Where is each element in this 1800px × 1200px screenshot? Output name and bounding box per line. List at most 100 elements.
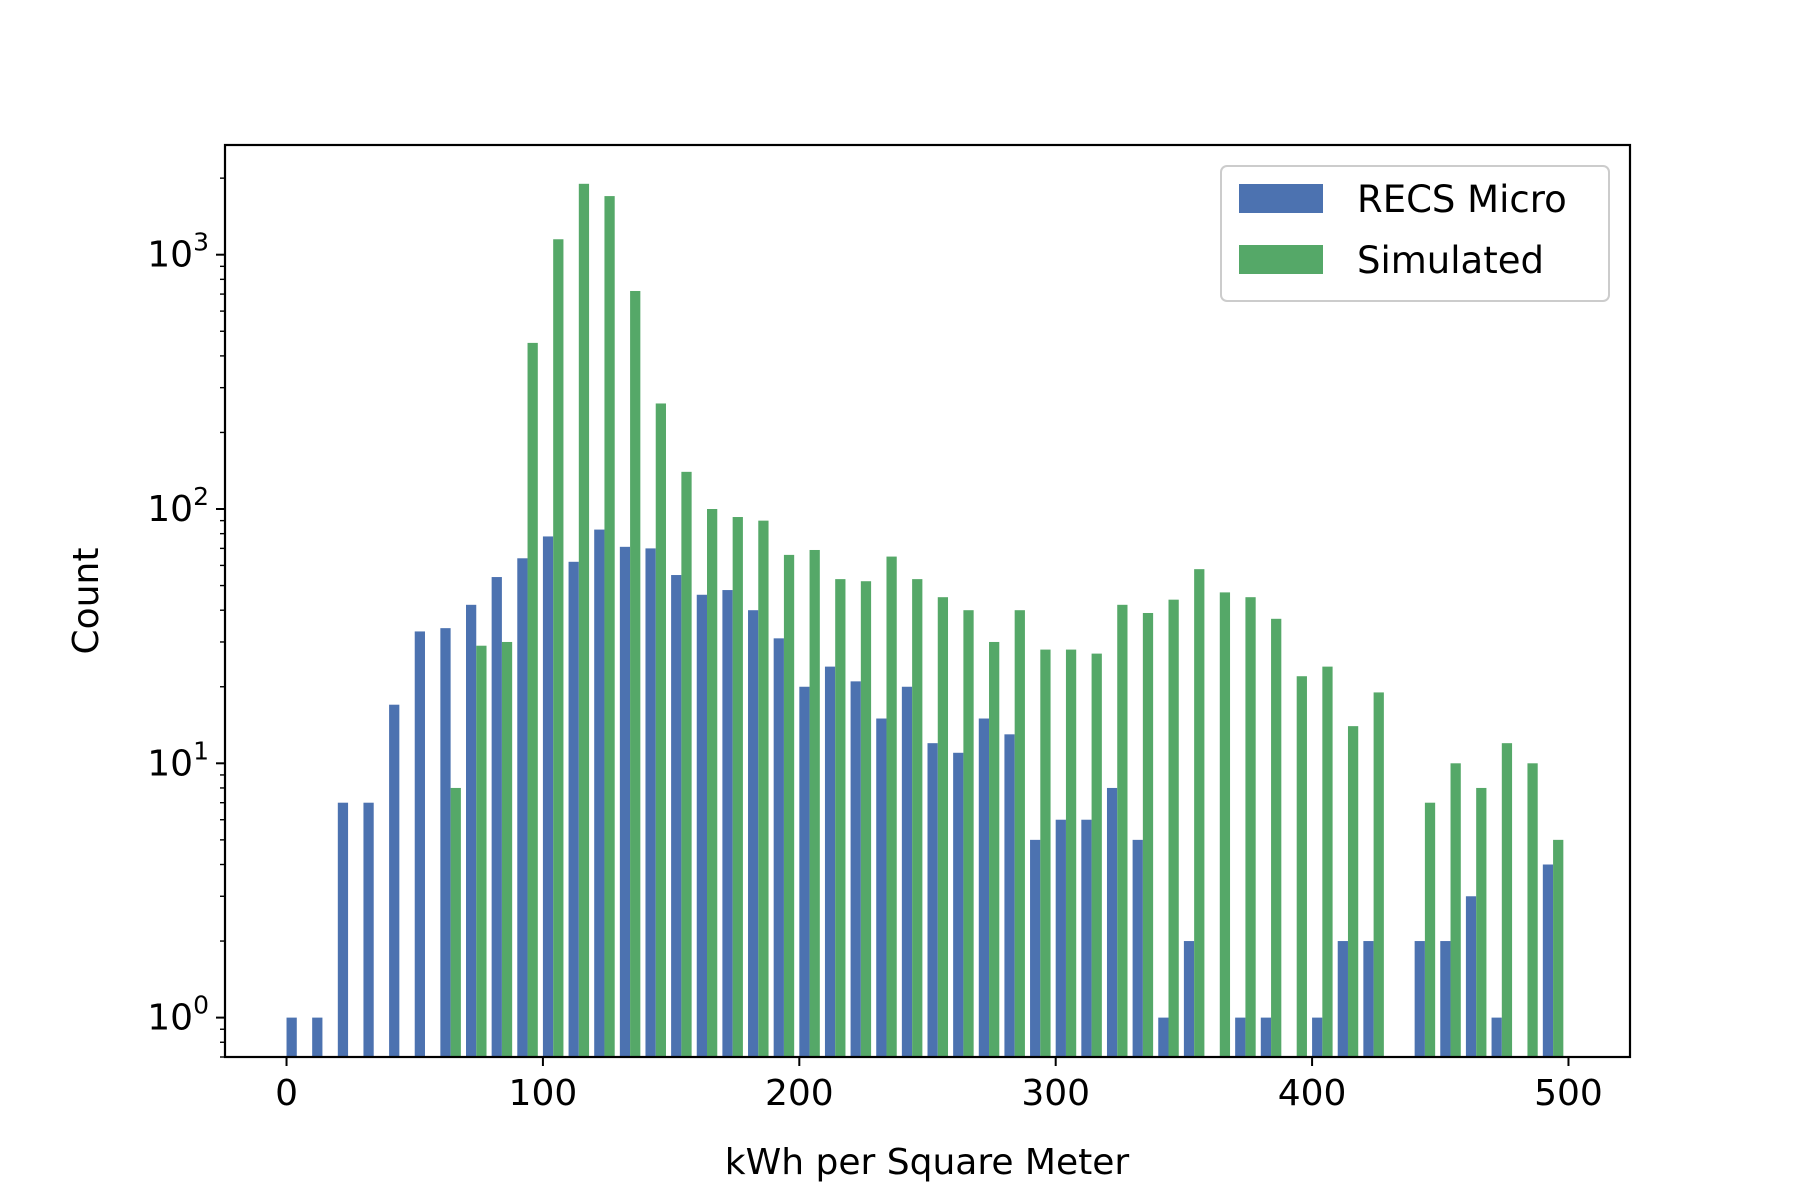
bar-recs-micro-350	[1183, 941, 1195, 1057]
bar-recs-micro-130	[619, 546, 631, 1057]
bar-simulated-80	[501, 641, 513, 1057]
y-tick-label-0: 100	[147, 991, 209, 1039]
bar-simulated-460	[1476, 787, 1487, 1057]
bar-recs-micro-380	[1260, 1017, 1272, 1057]
x-tick-label-500: 500	[1534, 1073, 1603, 1114]
bar-simulated-270	[989, 641, 1000, 1057]
bar-simulated-220	[860, 581, 872, 1057]
bar-simulated-380	[1271, 618, 1282, 1057]
bar-simulated-130	[630, 290, 641, 1058]
bar-simulated-70	[476, 645, 487, 1057]
bar-recs-micro-100	[542, 536, 554, 1057]
bar-recs-micro-330	[1132, 839, 1143, 1057]
bar-recs-micro-340	[1158, 1017, 1169, 1057]
bar-recs-micro-400	[1312, 1017, 1323, 1057]
legend: RECS Micro Simulated	[1220, 165, 1610, 302]
bar-simulated-480	[1527, 763, 1538, 1057]
bar-recs-micro-460	[1465, 896, 1477, 1057]
x-axis: 0 100 200 300 400 500	[275, 1057, 1603, 1114]
bar-recs-micro-40	[389, 704, 400, 1057]
bar-simulated-320	[1117, 604, 1128, 1057]
bar-recs-micro-190	[773, 638, 784, 1057]
bar-simulated-200	[809, 549, 820, 1057]
bar-recs-micro-90	[517, 558, 528, 1057]
bar-recs-micro-490	[1542, 864, 1554, 1057]
bar-simulated-170	[732, 517, 743, 1057]
bar-recs-micro-310	[1081, 819, 1092, 1057]
bar-recs-micro-370	[1235, 1017, 1246, 1057]
bar-recs-micro-170	[722, 590, 733, 1057]
bar-recs-micro-60	[440, 628, 451, 1057]
bar-simulated-390	[1296, 676, 1307, 1057]
bar-recs-micro-50	[414, 631, 425, 1057]
x-tick-label-200: 200	[765, 1073, 834, 1114]
bar-simulated-120	[604, 196, 615, 1058]
legend-label-recs-micro: RECS Micro	[1357, 178, 1567, 221]
y-axis-label: Count	[66, 548, 107, 655]
bar-recs-micro-210	[824, 666, 836, 1057]
bar-recs-micro-110	[568, 561, 579, 1057]
bar-recs-micro-150	[671, 575, 682, 1057]
x-tick-label-300: 300	[1021, 1073, 1090, 1114]
bar-simulated-350	[1194, 569, 1205, 1057]
bar-recs-micro-290	[1030, 839, 1041, 1057]
legend-label-simulated: Simulated	[1357, 239, 1544, 282]
x-tick-label-100: 100	[509, 1073, 578, 1114]
bar-recs-micro-470	[1491, 1017, 1502, 1057]
legend-swatch-recs-micro	[1239, 184, 1323, 213]
bar-simulated-190	[783, 554, 795, 1057]
bar-recs-micro-20	[337, 802, 349, 1057]
bar-recs-micro-180	[748, 610, 759, 1057]
bar-simulated-310	[1091, 653, 1102, 1057]
bar-recs-micro-30	[363, 802, 374, 1057]
bar-recs-micro-200	[799, 686, 810, 1057]
bar-simulated-240	[912, 579, 923, 1057]
bar-recs-micro-450	[1440, 941, 1451, 1057]
bar-simulated-250	[937, 597, 949, 1057]
bar-simulated-110	[578, 183, 590, 1057]
bar-recs-micro-0	[286, 1017, 297, 1057]
bar-recs-micro-230	[876, 718, 887, 1057]
bar-simulated-300	[1065, 649, 1077, 1057]
bar-simulated-410	[1347, 726, 1359, 1057]
legend-swatch-simulated	[1239, 245, 1323, 274]
bar-recs-micro-10	[312, 1017, 323, 1057]
bar-simulated-210	[835, 579, 846, 1057]
bar-simulated-490	[1553, 839, 1564, 1057]
bar-simulated-230	[886, 556, 897, 1057]
bar-recs-micro-160	[696, 594, 708, 1057]
bar-simulated-180	[758, 520, 769, 1057]
y-tick-label-3: 103	[147, 228, 209, 276]
y-tick-label-1: 101	[147, 736, 209, 784]
x-axis-label: kWh per Square Meter	[725, 1142, 1130, 1183]
bar-simulated-100	[553, 239, 564, 1057]
bar-recs-micro-420	[1363, 941, 1374, 1057]
bars-group	[286, 183, 1564, 1058]
bar-simulated-140	[655, 403, 666, 1058]
x-tick-label-0: 0	[275, 1073, 298, 1114]
bar-recs-micro-320	[1106, 787, 1118, 1057]
bar-recs-micro-70	[466, 604, 477, 1057]
bar-simulated-290	[1040, 649, 1051, 1057]
bar-simulated-340	[1168, 599, 1179, 1057]
bar-recs-micro-270	[978, 718, 990, 1057]
bar-simulated-440	[1424, 802, 1436, 1057]
bar-simulated-160	[707, 509, 718, 1057]
plot-frame	[223, 143, 1632, 1059]
bar-recs-micro-250	[927, 743, 938, 1057]
bar-recs-micro-410	[1337, 941, 1348, 1057]
bar-simulated-260	[963, 610, 974, 1057]
bar-simulated-400	[1322, 666, 1333, 1057]
bar-recs-micro-80	[491, 577, 502, 1057]
bar-simulated-330	[1142, 612, 1154, 1057]
bar-simulated-450	[1450, 763, 1461, 1057]
y-axis: 100 101 102 103	[147, 177, 225, 1058]
bar-recs-micro-260	[953, 752, 964, 1057]
bar-simulated-360	[1219, 592, 1231, 1057]
bar-simulated-150	[681, 471, 692, 1058]
bar-recs-micro-240	[901, 686, 913, 1057]
bar-recs-micro-280	[1004, 734, 1015, 1057]
bar-simulated-420	[1373, 692, 1384, 1057]
bar-simulated-370	[1245, 597, 1256, 1057]
